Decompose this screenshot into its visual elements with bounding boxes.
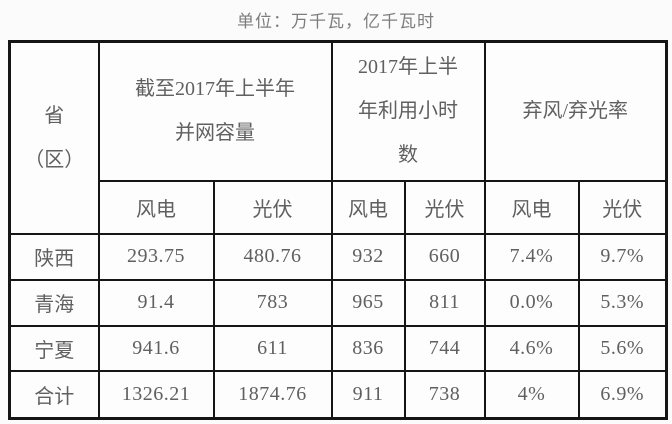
header-capacity-line2: 并网容量 <box>175 122 255 145</box>
subheader-hours-wind: 风电 <box>330 179 406 235</box>
cell-capacity-solar: 783 <box>212 278 333 327</box>
row-label: 陕西 <box>8 232 100 281</box>
cell-rate-wind: 0.0% <box>483 278 580 327</box>
header-rate: 弃风/弃光率 <box>483 40 668 182</box>
subheader-hours-solar: 光伏 <box>403 179 486 235</box>
cell-rate-wind: 7.4% <box>483 232 580 281</box>
header-capacity-line1: 截至2017年上半年 <box>135 78 295 101</box>
row-label: 宁夏 <box>8 324 100 372</box>
cell-rate-solar: 6.9% <box>577 369 668 420</box>
cell-hours-wind: 911 <box>330 369 406 420</box>
cell-hours-wind: 965 <box>330 278 406 327</box>
header-province-line2: （区） <box>24 148 85 171</box>
cell-capacity-wind: 91.4 <box>97 278 215 327</box>
cell-capacity-solar: 611 <box>212 324 333 372</box>
cell-capacity-wind: 1326.21 <box>97 369 215 420</box>
cell-rate-solar: 9.7% <box>577 232 668 281</box>
subheader-capacity-solar: 光伏 <box>212 179 333 235</box>
subheader-rate-wind: 风电 <box>483 179 580 235</box>
row-label: 青海 <box>8 278 100 327</box>
header-hours-line1: 2017年上半 <box>358 56 458 79</box>
cell-capacity-wind: 293.75 <box>97 232 215 281</box>
row-label: 合计 <box>8 369 100 420</box>
units-caption: 单位：万千瓦，亿千瓦时 <box>237 12 435 31</box>
cell-capacity-solar: 480.76 <box>212 232 333 281</box>
header-capacity: 截至2017年上半年 并网容量 <box>97 40 333 182</box>
table-row-shaanxi: 陕西 293.75 480.76 932 660 7.4% 9.7% <box>8 232 668 281</box>
cell-rate-wind: 4% <box>483 369 580 420</box>
subheader-capacity-wind: 风电 <box>97 179 215 235</box>
cell-hours-wind: 836 <box>330 324 406 372</box>
cell-capacity-wind: 941.6 <box>97 324 215 372</box>
cell-rate-wind: 4.6% <box>483 324 580 372</box>
cell-hours-solar: 811 <box>403 278 486 327</box>
cell-hours-wind: 932 <box>330 232 406 281</box>
cell-hours-solar: 744 <box>403 324 486 372</box>
table-row-qinghai: 青海 91.4 783 965 811 0.0% 5.3% <box>8 278 668 327</box>
header-row-sub: 风电 光伏 风电 光伏 风电 光伏 <box>10 179 668 235</box>
header-province: 省 （区） <box>8 40 100 235</box>
table-row-total: 合计 1326.21 1874.76 911 738 4% 6.9% <box>8 369 668 420</box>
cell-rate-solar: 5.6% <box>577 324 668 372</box>
cell-hours-solar: 660 <box>403 232 486 281</box>
header-rate-line1: 弃风/弃光率 <box>522 100 629 123</box>
cell-rate-solar: 5.3% <box>577 278 668 327</box>
subheader-rate-solar: 光伏 <box>577 179 668 235</box>
header-hours-line3: 数 <box>398 144 418 167</box>
header-row-groups: 省 （区） 截至2017年上半年 并网容量 2017年上半 年利用小时 数 弃风… <box>8 40 668 235</box>
header-province-line1: 省 <box>44 104 65 127</box>
cell-hours-solar: 738 <box>403 369 486 420</box>
header-hours: 2017年上半 年利用小时 数 <box>330 40 486 182</box>
cell-capacity-solar: 1874.76 <box>212 369 333 420</box>
header-hours-line2: 年利用小时 <box>358 100 458 123</box>
energy-stats-table: 省 （区） 截至2017年上半年 并网容量 2017年上半 年利用小时 数 弃风… <box>8 40 668 420</box>
table-row-ningxia: 宁夏 941.6 611 836 744 4.6% 5.6% <box>8 324 668 372</box>
